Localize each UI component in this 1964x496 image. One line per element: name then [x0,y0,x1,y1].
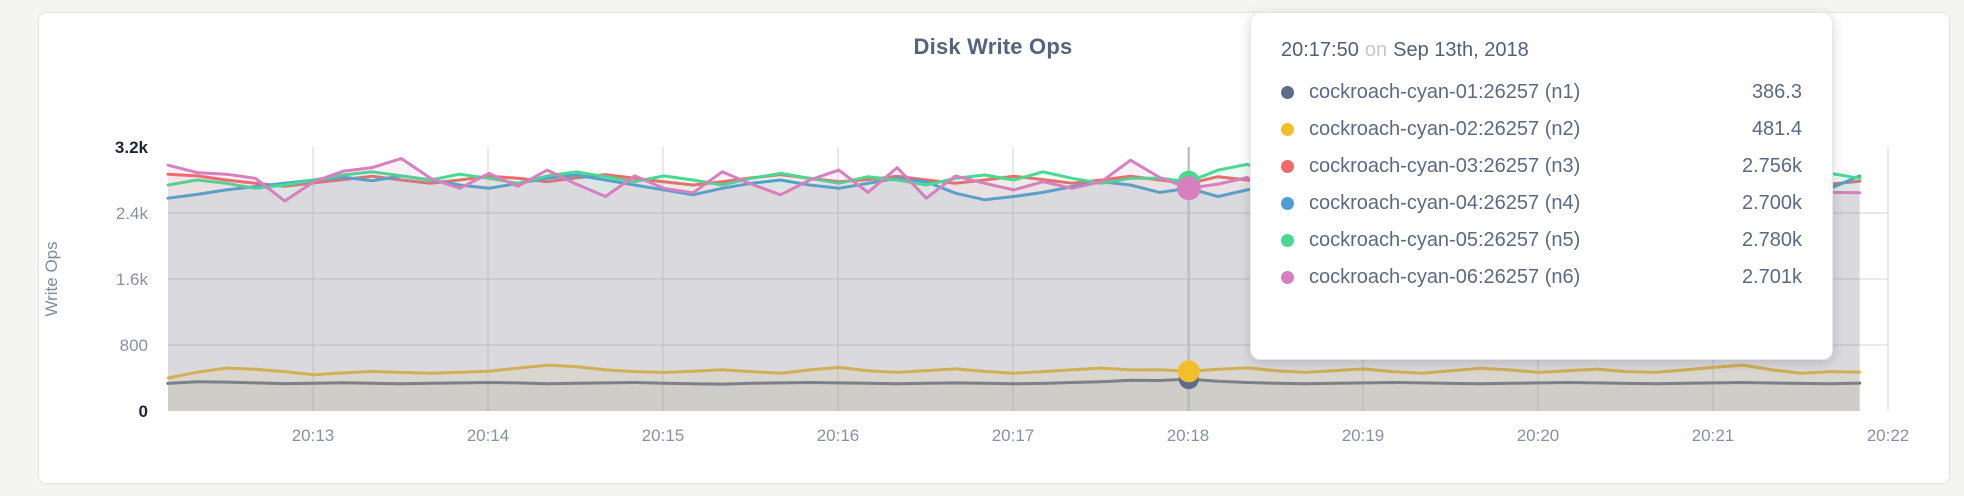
y-axis-title: Write Ops [42,241,61,316]
series-n2 [166,363,1862,411]
series-label: cockroach-cyan-03:26257 (n3) [1309,155,1581,177]
chart-title: Disk Write Ops [913,34,1073,59]
series-n1 [166,377,1862,411]
x-tick-label: 20:13 [292,426,335,445]
series-value: 481.4 [1751,118,1802,140]
series-color-dot [1281,123,1294,136]
tooltip-row: cockroach-cyan-03:26257 (n3) 2.756k [1281,148,1802,185]
tooltip-row: cockroach-cyan-06:26257 (n6) 2.701k [1281,259,1802,296]
x-tick-label: 20:20 [1517,426,1560,445]
y-tick-label: 0 [139,402,148,421]
tooltip-rows: cockroach-cyan-01:26257 (n1) 386.3 cockroa… [1281,74,1802,296]
y-tick-label: 3.2k [115,138,149,157]
chart-tooltip: 20:17:50 on Sep 13th, 2018 cockroach-cyan-… [1250,12,1833,360]
series-value: 2.756k [1741,155,1802,177]
series-label: cockroach-cyan-04:26257 (n4) [1309,192,1581,214]
series-label: cockroach-cyan-02:26257 (n2) [1309,118,1581,140]
series-line-n2 [166,363,1862,380]
series-value: 386.3 [1751,81,1802,103]
series-color-dot [1281,160,1294,173]
series-value: 2.701k [1741,266,1802,288]
tooltip-row: cockroach-cyan-02:26257 (n2) 481.4 [1281,111,1802,148]
series-label: cockroach-cyan-05:26257 (n5) [1309,229,1581,251]
x-tick-label: 20:21 [1692,426,1735,445]
tooltip-title: 20:17:50 on Sep 13th, 2018 [1281,39,1802,62]
series-label: cockroach-cyan-06:26257 (n6) [1309,266,1581,288]
tooltip-row: cockroach-cyan-01:26257 (n1) 386.3 [1281,74,1802,111]
chart-axes: 3.2k 2.4k 1.6k 800 0 20:13 20:14 20:15 20:16 20:1… [42,138,1909,445]
x-tick-label: 20:22 [1867,426,1910,445]
series-area-n1 [168,379,1860,411]
y-tick-label: 1.6k [116,270,149,289]
series-color-dot [1281,86,1294,99]
x-tick-label: 20:14 [467,426,510,445]
series-value: 2.780k [1741,229,1802,251]
hover-dot-n6 [1176,176,1201,201]
tooltip-date: Sep 13th, 2018 [1393,39,1529,61]
x-tick-label: 20:16 [817,426,860,445]
series-color-dot [1281,271,1294,284]
series-label: cockroach-cyan-01:26257 (n1) [1309,81,1581,103]
x-tick-label: 20:18 [1167,426,1210,445]
tooltip-time: 20:17:50 [1281,39,1359,61]
x-tick-label: 20:15 [642,426,685,445]
series-area-n2 [168,365,1860,411]
x-tick-label: 20:19 [1342,426,1385,445]
series-color-dot [1281,234,1294,247]
series-value: 2.700k [1741,192,1802,214]
series-line-n1 [166,377,1862,386]
y-tick-label: 800 [120,336,148,355]
y-tick-label: 2.4k [116,204,149,223]
x-tick-label: 20:17 [992,426,1035,445]
hover-dot-n2 [1177,360,1200,383]
tooltip-row: cockroach-cyan-04:26257 (n4) 2.700k [1281,185,1802,222]
chart-hover-marker [1176,147,1201,411]
tooltip-conjunction: on [1364,39,1388,61]
series-color-dot [1281,197,1294,210]
tooltip-row: cockroach-cyan-05:26257 (n5) 2.780k [1281,222,1802,259]
